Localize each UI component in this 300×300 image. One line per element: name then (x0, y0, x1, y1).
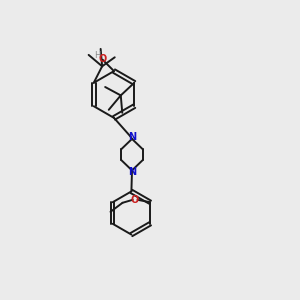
Text: O: O (131, 195, 139, 205)
Text: O: O (98, 54, 107, 64)
Text: N: N (128, 167, 136, 177)
Text: N: N (128, 132, 136, 142)
Text: H: H (94, 51, 101, 60)
